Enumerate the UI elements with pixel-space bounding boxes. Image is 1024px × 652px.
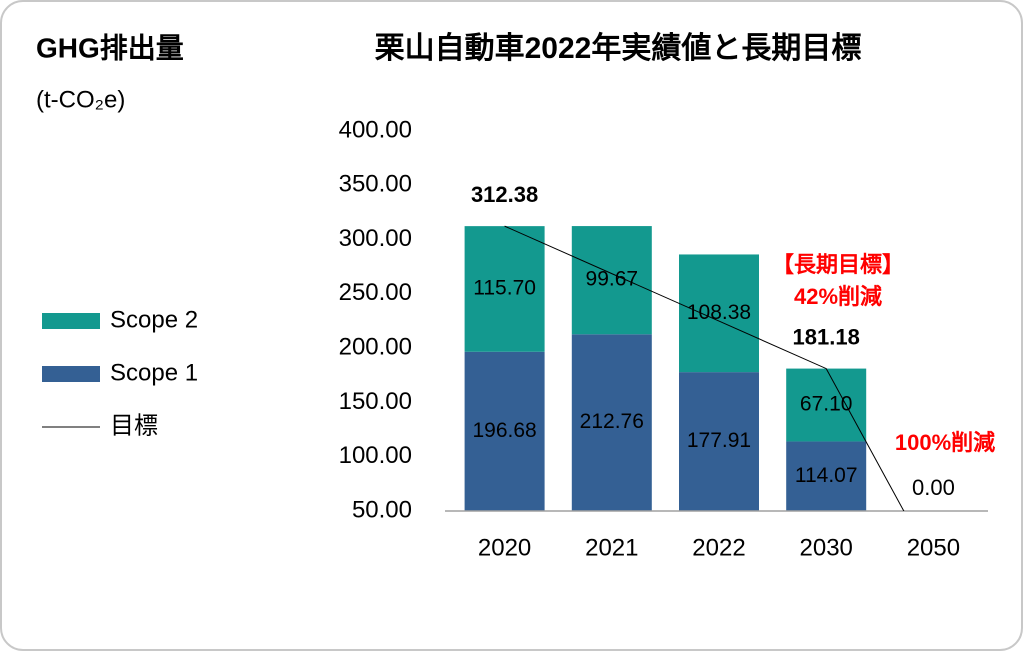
x-tick-label: 2020 [478,534,531,561]
legend-label: 目標 [110,412,158,439]
bar-segment [571,334,652,511]
x-tick-label: 2022 [692,534,745,561]
data-label: 115.70 [473,276,536,299]
annotation: 【長期目標】 [772,252,904,277]
data-label: 108.38 [687,301,751,324]
annotation: 42%削減 [794,284,882,309]
bar-segment [464,351,545,511]
y-axis-label: GHG排出量 [36,32,184,63]
y-axis-unit: (t-CO₂e) [36,86,125,113]
chart-title: 栗山自動車2022年実績値と長期目標 [375,32,862,65]
legend-label: Scope 2 [110,306,198,333]
data-label: 212.76 [580,410,644,433]
x-tick-label: 2050 [907,534,960,561]
y-tick-label: 250.00 [339,279,412,306]
data-label: 114.07 [795,464,858,487]
bar-segment [571,226,652,335]
bar-segment [464,226,545,352]
y-tick-label: 150.00 [339,388,412,415]
bar-segment [679,372,759,511]
y-tick-label: 300.00 [339,225,412,252]
bar-segment [786,441,867,511]
x-tick-label: 2021 [585,534,638,561]
y-tick-label: 350.00 [339,171,412,198]
bar-segment [679,254,759,373]
legend-swatch [42,313,100,329]
target-line [504,225,905,511]
data-label: 177.91 [687,429,751,452]
y-tick-label: 50.00 [352,496,412,523]
data-label: 196.68 [472,419,536,442]
target-label: 0.00 [912,475,955,500]
y-tick-label: 200.00 [339,333,412,360]
legend-swatch [42,366,100,382]
y-tick-label: 100.00 [339,442,412,469]
target-label: 312.38 [471,182,538,207]
x-tick-label: 2030 [800,534,853,561]
data-label: 99.67 [586,268,639,291]
y-tick-label: 400.00 [339,116,412,143]
target-label: 181.18 [793,324,860,349]
legend-label: Scope 1 [110,359,198,386]
data-label: 67.10 [800,393,853,416]
annotation: 100%削減 [895,430,995,455]
bar-segment [786,368,867,442]
